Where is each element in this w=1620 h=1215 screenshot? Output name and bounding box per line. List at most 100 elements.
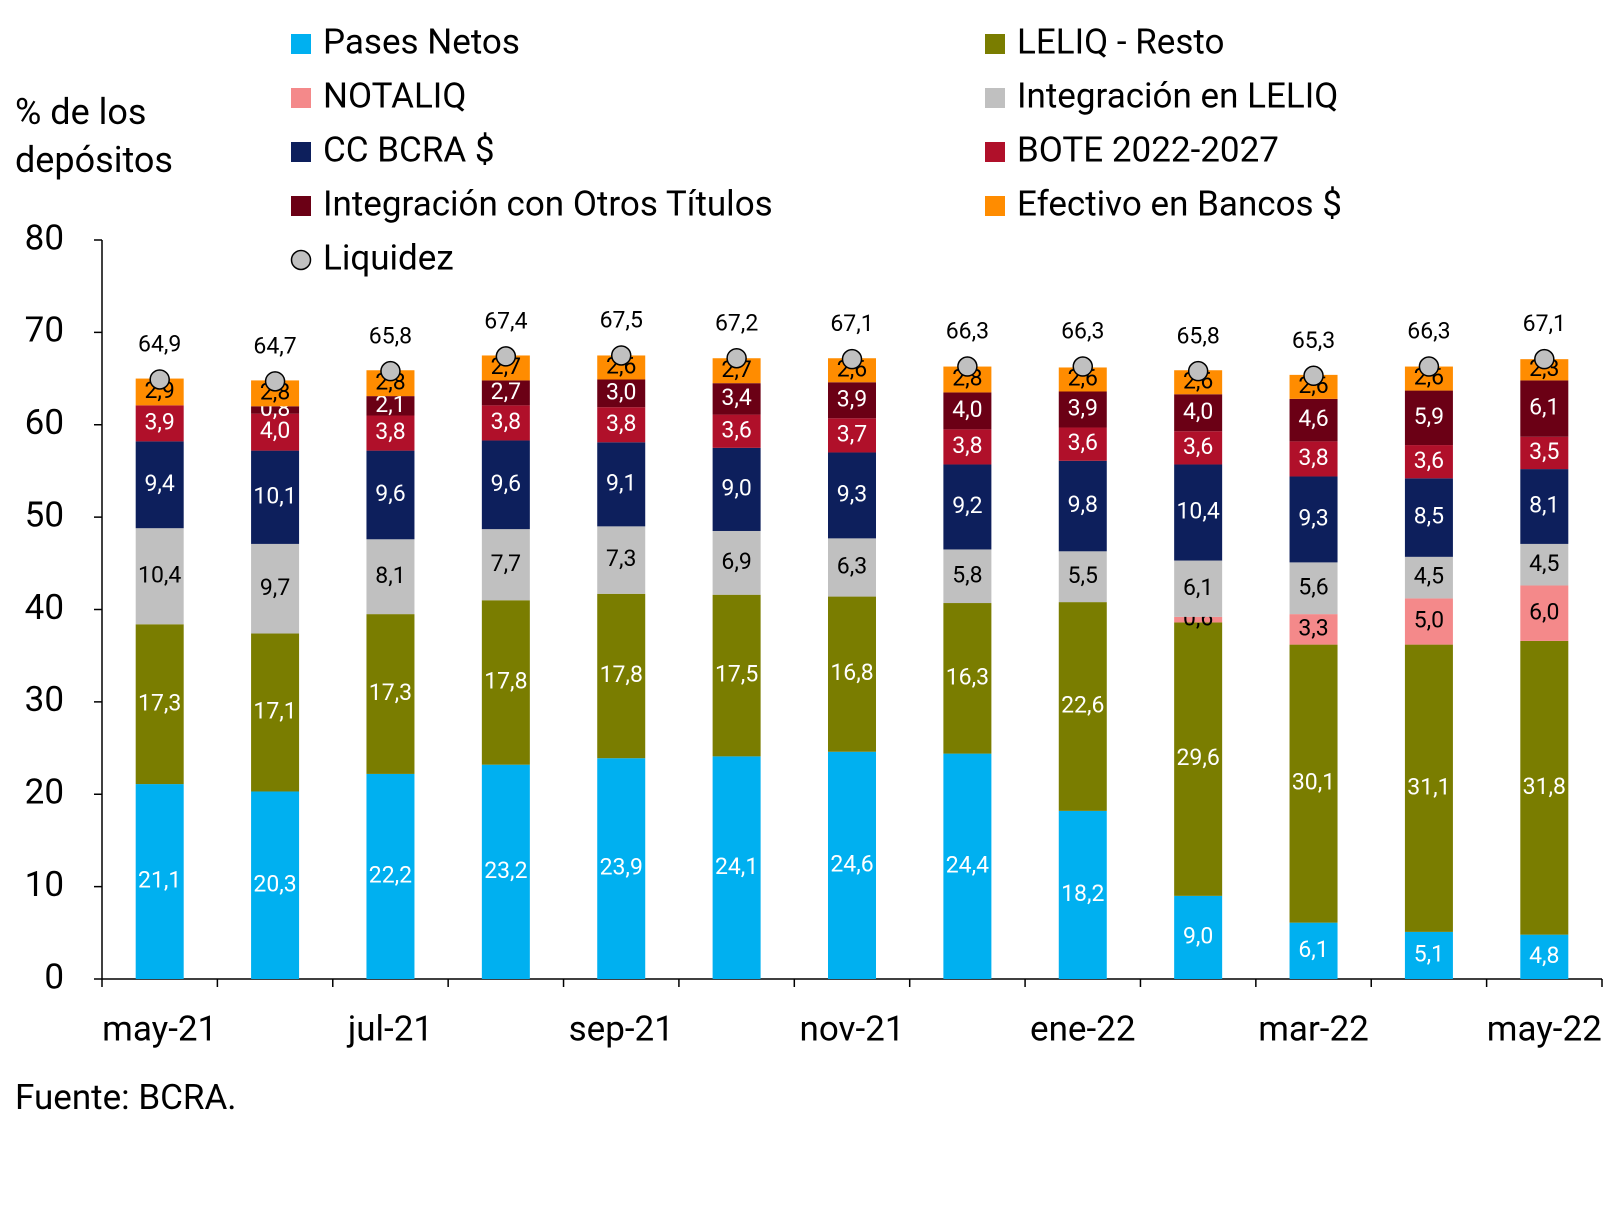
data-label: 65,8 (1176, 322, 1219, 349)
data-label: 29,6 (1176, 744, 1219, 771)
data-label: 3,8 (952, 432, 982, 459)
bar-segment (481, 440, 530, 530)
bar-segment (366, 773, 415, 979)
bar-segment (1174, 616, 1223, 623)
bar-segment (135, 405, 184, 442)
bar-segment (1289, 398, 1338, 442)
bar-segment (712, 447, 761, 531)
bar-segment (597, 407, 646, 443)
bar-segment (366, 415, 415, 451)
y-tick-label: 80 (25, 217, 64, 258)
bar-segment (1520, 934, 1569, 979)
data-label: 9,3 (1298, 505, 1328, 532)
data-label: 3,8 (1298, 444, 1328, 471)
data-label: 5,1 (1414, 941, 1444, 968)
liquidity-marker (264, 371, 286, 392)
data-label: 6,0 (1529, 598, 1559, 625)
bar-segment (1289, 441, 1338, 477)
data-label: 17,3 (369, 679, 412, 706)
bar-segment (712, 530, 761, 595)
liquidity-marker (1418, 356, 1440, 377)
bar-segment (597, 379, 646, 408)
data-label: 17,5 (715, 661, 758, 688)
bar-segment (943, 549, 992, 604)
bar-segment (1174, 560, 1223, 617)
bar-segment (1520, 585, 1569, 641)
data-label: 67,1 (830, 310, 873, 337)
data-label: 3,9 (144, 408, 174, 435)
source-note: Fuente: BCRA. (15, 1077, 237, 1118)
bar-segment (1404, 644, 1453, 932)
data-label: 3,7 (837, 420, 867, 447)
data-label: 3,9 (1068, 395, 1098, 422)
liquidity-marker (957, 356, 978, 377)
data-label: 3,8 (375, 418, 405, 445)
data-label: 22,2 (369, 862, 412, 889)
data-label: 24,6 (830, 850, 873, 877)
data-label: 16,3 (946, 663, 989, 690)
bar-segment (597, 593, 646, 759)
bar-segment (1174, 464, 1223, 561)
bar-segment (828, 452, 876, 539)
data-label: 2,7 (491, 378, 521, 405)
bar-segment (943, 429, 992, 465)
liquidity-marker (610, 345, 632, 366)
bar-segment (828, 596, 876, 752)
data-label: 4,0 (1183, 398, 1213, 425)
data-label: 3,4 (721, 384, 751, 411)
legend-label: CC BCRA $ (323, 129, 495, 170)
bar-segment (251, 406, 300, 414)
data-label: 9,7 (260, 574, 290, 601)
bar-segment (1058, 391, 1107, 428)
data-label: 17,8 (484, 668, 527, 695)
liquidity-marker (726, 347, 747, 369)
bar-segment (597, 442, 646, 527)
data-label: 17,1 (253, 698, 296, 725)
data-label: 21,1 (138, 867, 181, 894)
legend-marker (291, 142, 311, 162)
data-label: 6,3 (837, 553, 867, 580)
bar-segment (597, 758, 646, 979)
data-label: 23,9 (600, 854, 643, 881)
bar-segment (1520, 380, 1569, 437)
bar-segment (135, 624, 184, 785)
data-label: 8,1 (375, 562, 405, 589)
data-label: 3,9 (837, 385, 867, 412)
data-label: 9,0 (721, 474, 751, 501)
legend-marker (985, 196, 1005, 216)
bar-segment (943, 753, 992, 979)
legend-marker (985, 34, 1005, 54)
data-label: 10,4 (1176, 498, 1219, 525)
data-label: 24,4 (946, 851, 989, 878)
legend-label: LELIQ - Resto (1017, 21, 1225, 62)
data-label: 20,3 (253, 870, 296, 897)
y-tick-label: 50 (25, 494, 64, 535)
y-axis-label: % de los depósitos (15, 91, 174, 181)
bar-segment (1404, 931, 1453, 979)
bar-segment (1174, 895, 1223, 979)
bar-segment (481, 764, 530, 979)
data-label: 4,5 (1414, 563, 1444, 590)
bar-segment (1058, 427, 1107, 461)
data-label: 8,1 (1529, 492, 1559, 519)
legend-label: Pases Netos (323, 21, 520, 62)
legend-label: Integración con Otros Títulos (323, 183, 773, 224)
data-label: 4,0 (260, 417, 290, 444)
data-label: 4,8 (1529, 942, 1559, 969)
data-label: 4,5 (1529, 550, 1559, 577)
data-label: 6,1 (1298, 936, 1328, 963)
bar-segment (828, 538, 876, 597)
data-label: 9,2 (952, 492, 982, 519)
data-label: 5,5 (1068, 562, 1098, 589)
bar-segment (1520, 640, 1569, 935)
legend-label: Integración en LELIQ (1017, 75, 1338, 116)
data-label: 9,6 (491, 470, 521, 497)
data-label: 16,8 (830, 659, 873, 686)
y-tick-label: 60 (25, 402, 64, 443)
bar-segment (1058, 460, 1107, 552)
data-label: 3,5 (1529, 438, 1559, 465)
y-tick-label: 0 (44, 956, 64, 997)
data-label: 18,2 (1061, 880, 1104, 907)
bar-segment (1404, 598, 1453, 645)
